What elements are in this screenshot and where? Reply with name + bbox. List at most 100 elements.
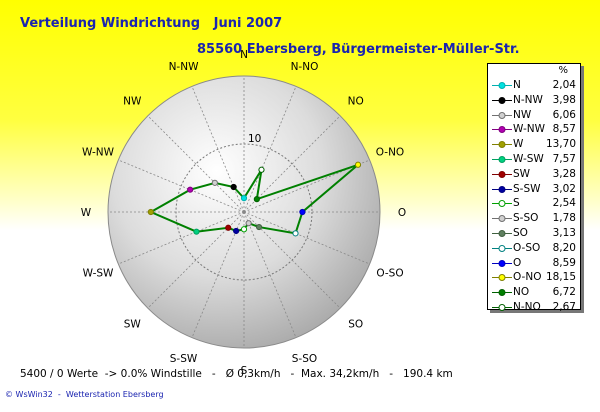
legend-entry: NO 6,72 bbox=[488, 285, 580, 300]
rose-spoke bbox=[243, 211, 341, 309]
rose-spoke bbox=[118, 211, 245, 265]
direction-label: O-NO bbox=[376, 147, 404, 159]
data-point-n-no bbox=[258, 166, 265, 173]
rose-spoke bbox=[243, 211, 370, 265]
data-point-no bbox=[253, 196, 260, 203]
legend-entry: NW 6,06 bbox=[488, 108, 580, 123]
rose-spoke bbox=[147, 115, 245, 213]
legend-value: 6,72 bbox=[552, 286, 576, 299]
legend-value: 8,59 bbox=[552, 256, 576, 269]
legend-swatch bbox=[492, 289, 512, 297]
direction-label: SW bbox=[124, 319, 142, 331]
data-point-o-no bbox=[354, 161, 362, 168]
legend-name: W-SW bbox=[513, 152, 544, 165]
direction-label: N bbox=[240, 49, 248, 61]
legend-swatch bbox=[492, 259, 512, 267]
legend: % N 2,04 N-NW 3,98 NW 6,06 W-NW 8,57 W 13,70 W-SW 7… bbox=[487, 63, 581, 313]
data-point-o-so bbox=[292, 230, 299, 237]
legend-value: 3,02 bbox=[552, 182, 576, 195]
legend-value: 6,06 bbox=[552, 108, 576, 121]
legend-name: N-NO bbox=[513, 300, 541, 313]
rose-spoke bbox=[191, 86, 245, 213]
data-point-so bbox=[255, 223, 263, 231]
legend-swatch bbox=[492, 111, 512, 119]
legend-name: S-SW bbox=[513, 182, 541, 195]
legend-swatch bbox=[492, 96, 512, 104]
legend-value: 3,13 bbox=[552, 226, 576, 239]
rose-spoke bbox=[118, 159, 245, 213]
legend-value: 3,28 bbox=[552, 167, 576, 180]
chart-subtitle: 85560 Ebersberg, Bürgermeister-Müller-St… bbox=[197, 42, 520, 57]
rose-spoke bbox=[243, 211, 297, 338]
legend-entry: S 2,54 bbox=[488, 196, 580, 211]
rose-spoke bbox=[147, 211, 245, 309]
data-point-sw bbox=[225, 224, 232, 231]
direction-label: N-NO bbox=[291, 61, 319, 73]
data-point-w-nw bbox=[187, 186, 194, 193]
legend-swatch bbox=[492, 229, 512, 237]
direction-label: NW bbox=[123, 95, 142, 107]
legend-entry: S-SO 1,78 bbox=[488, 211, 580, 226]
legend-value: 2,04 bbox=[552, 79, 576, 91]
legend-entry: O-NO 18,15 bbox=[488, 270, 580, 285]
legend-value: 2,67 bbox=[552, 300, 576, 313]
direction-label: W-SW bbox=[83, 267, 114, 279]
direction-label: SO bbox=[348, 319, 363, 331]
direction-label: S-SO bbox=[292, 353, 317, 365]
legend-swatch bbox=[492, 82, 512, 89]
legend-name: W bbox=[513, 138, 524, 151]
legend-swatch bbox=[492, 126, 512, 134]
direction-label: N-NW bbox=[169, 61, 199, 73]
data-point-s-so bbox=[245, 220, 252, 227]
legend-name: O-NO bbox=[513, 271, 542, 284]
legend-entry: N-NO 2,67 bbox=[488, 300, 580, 315]
legend-entry: O-SO 8,20 bbox=[488, 241, 580, 256]
direction-label: O-SO bbox=[376, 267, 403, 279]
legend-entry: W-NW 8,57 bbox=[488, 122, 580, 137]
data-point-n bbox=[240, 195, 248, 202]
legend-entry: W-SW 7,57 bbox=[488, 152, 580, 167]
rose-spoke bbox=[243, 115, 341, 213]
legend-name: NO bbox=[513, 286, 530, 299]
legend-name: NW bbox=[513, 108, 532, 121]
data-point-s-sw bbox=[233, 227, 240, 235]
direction-label: S-SW bbox=[170, 353, 198, 365]
legend-value: 1,78 bbox=[552, 212, 576, 225]
legend-value: 18,15 bbox=[545, 271, 576, 284]
legend-value: 8,57 bbox=[552, 123, 576, 136]
legend-swatch bbox=[492, 303, 512, 311]
legend-swatch bbox=[492, 200, 512, 208]
legend-value: 7,57 bbox=[552, 152, 576, 165]
legend-name: O bbox=[513, 256, 522, 269]
data-point-w-sw bbox=[193, 228, 200, 235]
legend-swatch bbox=[492, 185, 512, 193]
legend-name: S-SO bbox=[513, 212, 539, 225]
legend-entry: S-SW 3,02 bbox=[488, 182, 580, 197]
chart-title: Verteilung Windrichtung Juni 2007 bbox=[20, 16, 283, 31]
legend-entry: SO 3,13 bbox=[488, 226, 580, 241]
legend-name: SW bbox=[513, 167, 531, 180]
legend-entry: O 8,59 bbox=[488, 256, 580, 271]
direction-label: O bbox=[398, 207, 406, 219]
legend-entry: SW 3,28 bbox=[488, 167, 580, 182]
legend-unit: % bbox=[558, 65, 568, 76]
ring-label: 10 bbox=[248, 133, 261, 145]
legend-value: 3,98 bbox=[552, 93, 576, 106]
direction-label: W bbox=[81, 207, 92, 219]
legend-entry: N 2,04 bbox=[488, 78, 580, 93]
footer-credit: © WsWin32 - Wetterstation Ebersberg bbox=[5, 390, 164, 399]
legend-swatch bbox=[492, 244, 512, 252]
data-point-o bbox=[299, 208, 306, 216]
legend-name: SO bbox=[513, 226, 528, 239]
legend-value: 8,20 bbox=[552, 241, 576, 254]
data-point-w bbox=[147, 208, 154, 216]
data-point-nw bbox=[211, 179, 218, 186]
direction-label: NO bbox=[348, 95, 364, 107]
legend-value: 2,54 bbox=[552, 197, 576, 210]
legend-value: 13,70 bbox=[545, 138, 576, 151]
legend-name: W-NW bbox=[513, 123, 545, 136]
stats-line: 5400 / 0 Werte -> 0.0% Windstille - Ø 0,… bbox=[20, 368, 453, 380]
legend-name: O-SO bbox=[513, 241, 541, 254]
data-point-s bbox=[240, 226, 248, 233]
